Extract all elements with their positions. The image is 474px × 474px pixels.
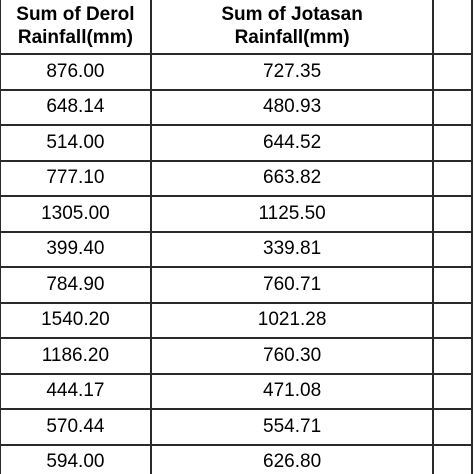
table-row: 444.17 471.08 [0,372,473,410]
header-line: Sum of Derol [16,4,135,25]
empty-cell [432,230,473,268]
table-row: 1305.00 1125.50 [0,195,473,233]
jotasan-cell: 663.82 [149,159,435,197]
derol-cell: 1305.00 [0,195,152,233]
derol-cell: 399.40 [0,230,152,268]
table-row: 1540.20 1021.28 [0,301,473,339]
empty-cell [432,443,473,474]
empty-cell [432,124,473,162]
empty-cell [432,53,473,91]
derol-cell: 784.90 [0,266,152,304]
empty-cell [432,195,473,233]
derol-cell: 1540.20 [0,301,152,339]
derol-cell: 444.17 [0,372,152,410]
table-row: 594.00 626.80 [0,443,473,474]
header-derol-rainfall: Sum of Derol Rainfall(mm) [0,0,152,55]
derol-cell: 648.14 [0,88,152,126]
jotasan-cell: 554.71 [149,408,435,446]
derol-cell: 514.00 [0,124,152,162]
empty-cell [432,372,473,410]
table-row: 570.44 554.71 [0,408,473,446]
empty-cell [432,88,473,126]
table-row: 784.90 760.71 [0,266,473,304]
jotasan-cell: 760.71 [149,266,435,304]
table-row: 876.00 727.35 [0,53,473,91]
empty-cell [432,159,473,197]
table-row: 1186.20 760.30 [0,337,473,375]
jotasan-cell: 480.93 [149,88,435,126]
derol-cell: 1186.20 [0,337,152,375]
derol-cell: 570.44 [0,408,152,446]
table-row: 514.00 644.52 [0,124,473,162]
jotasan-cell: 1021.28 [149,301,435,339]
header-line: Rainfall(mm) [17,27,133,48]
jotasan-cell: 1125.50 [149,195,435,233]
derol-cell: 594.00 [0,443,152,474]
derol-cell: 777.10 [0,159,152,197]
table-row: 648.14 480.93 [0,88,473,126]
jotasan-cell: 339.81 [149,230,435,268]
header-empty-column [432,0,473,55]
jotasan-cell: 626.80 [149,443,435,474]
empty-cell [432,408,473,446]
empty-cell [432,337,473,375]
empty-cell [432,266,473,304]
jotasan-cell: 727.35 [149,53,435,91]
table-row: 399.40 339.81 [0,230,473,268]
header-line: Sum of Jotasan [221,4,363,25]
header-line: Rainfall(mm) [234,27,350,48]
header-jotasan-rainfall: Sum of Jotasan Rainfall(mm) [149,0,435,55]
jotasan-cell: 760.30 [149,337,435,375]
empty-cell [432,301,473,339]
table-header-row: Sum of Derol Rainfall(mm) Sum of Jotasan… [0,0,473,55]
table-row: 777.10 663.82 [0,159,473,197]
jotasan-cell: 471.08 [149,372,435,410]
derol-cell: 876.00 [0,53,152,91]
jotasan-cell: 644.52 [149,124,435,162]
